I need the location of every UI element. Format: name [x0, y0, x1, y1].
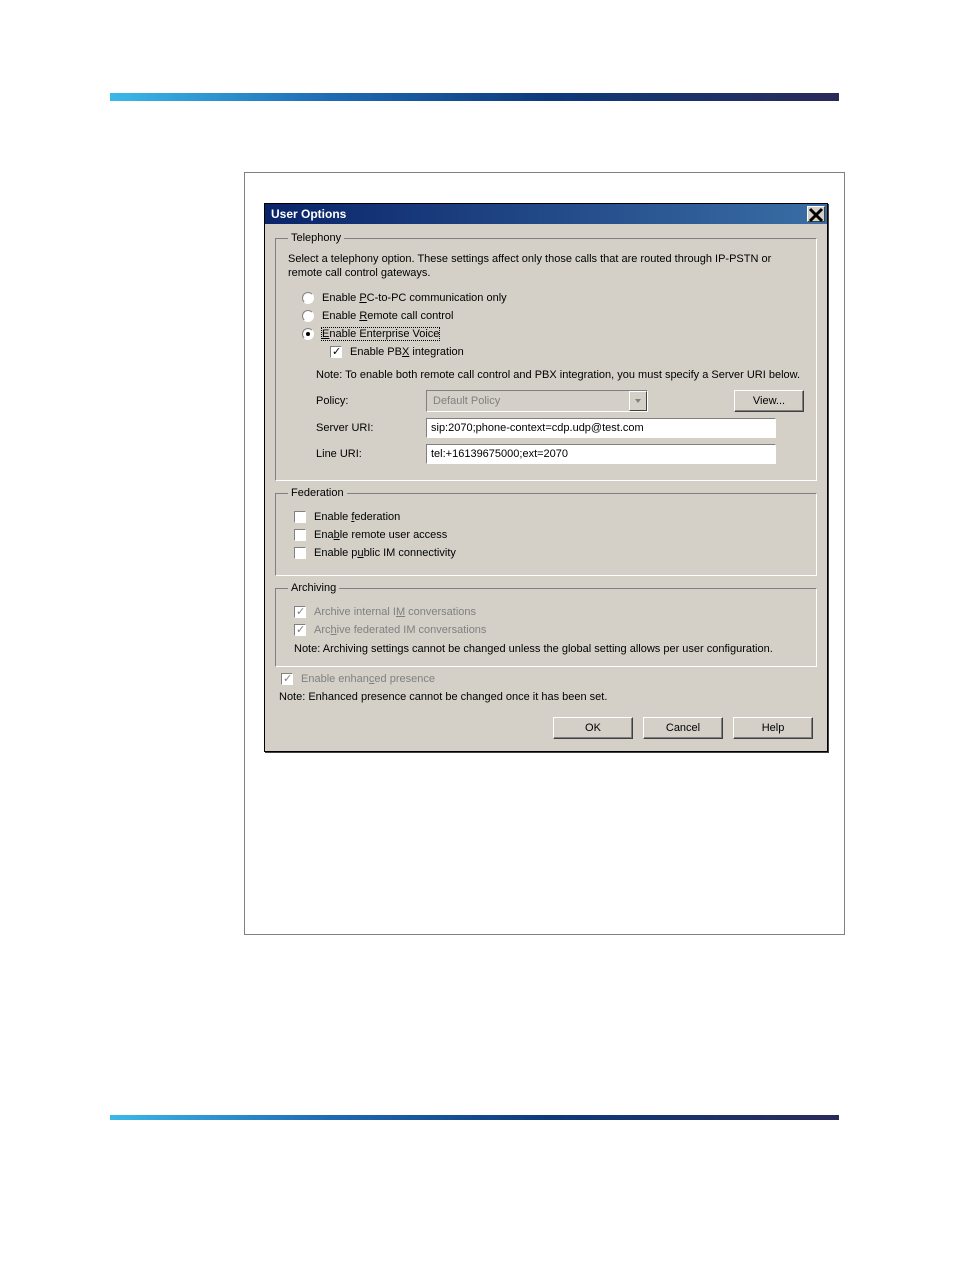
radio-remote-call-control[interactable]: [302, 310, 314, 322]
view-button[interactable]: View...: [734, 390, 804, 412]
telephony-legend: Telephony: [288, 232, 344, 244]
archiving-note: Note: Archiving settings cannot be chang…: [294, 642, 804, 656]
server-uri-row: Server URI:: [316, 418, 804, 438]
federation-group: Federation Enable federation Enable remo…: [275, 487, 817, 576]
chevron-down-icon: [629, 391, 647, 411]
checkbox-pbx-row[interactable]: Enable PBX integration: [316, 346, 804, 358]
telephony-note: Note: To enable both remote call control…: [316, 368, 804, 382]
footer-gradient-bar: [110, 1115, 839, 1120]
checkbox-enhanced-presence-row: Enable enhanced presence: [267, 673, 817, 685]
checkbox-public-im[interactable]: [294, 547, 306, 559]
radio-pc-to-pc-label: Enable PC-to-PC communication only: [322, 292, 507, 304]
checkbox-archive-internal: [294, 606, 306, 618]
policy-value: Default Policy: [427, 395, 629, 407]
checkbox-public-im-label: Enable public IM connectivity: [314, 547, 456, 559]
checkbox-archive-internal-label: Archive internal IM conversations: [314, 606, 476, 618]
checkbox-archive-federated-row: Archive federated IM conversations: [280, 624, 804, 636]
window-title: User Options: [267, 207, 807, 221]
checkbox-pbx-label: Enable PBX integration: [350, 346, 464, 358]
radio-enterprise-voice[interactable]: [302, 328, 314, 340]
line-uri-input[interactable]: [426, 444, 776, 464]
radio-remote-label: Enable Remote call control: [322, 310, 453, 322]
cancel-button[interactable]: Cancel: [643, 717, 723, 739]
archiving-group: Archiving Archive internal IM conversati…: [275, 582, 817, 667]
checkbox-public-im-row[interactable]: Enable public IM connectivity: [280, 547, 804, 559]
policy-row: Policy: Default Policy View...: [316, 390, 804, 412]
line-uri-row: Line URI:: [316, 444, 804, 464]
checkbox-archive-federated: [294, 624, 306, 636]
dialog-body: Telephony Select a telephony option. The…: [265, 224, 827, 751]
close-icon[interactable]: [807, 206, 825, 222]
help-button[interactable]: Help: [733, 717, 813, 739]
presence-note: Note: Enhanced presence cannot be change…: [279, 691, 817, 703]
policy-select: Default Policy: [426, 390, 648, 412]
checkbox-remote-access-row[interactable]: Enable remote user access: [280, 529, 804, 541]
telephony-group: Telephony Select a telephony option. The…: [275, 232, 817, 481]
line-uri-label: Line URI:: [316, 448, 426, 460]
radio-enterprise-voice-row[interactable]: Enable Enterprise Voice: [288, 328, 804, 340]
checkbox-federation-label: Enable federation: [314, 511, 400, 523]
radio-enterprise-voice-label: Enable Enterprise Voice: [322, 328, 439, 340]
radio-remote-row[interactable]: Enable Remote call control: [288, 310, 804, 322]
button-row: OK Cancel Help: [275, 711, 817, 739]
server-uri-input[interactable]: [426, 418, 776, 438]
user-options-dialog: User Options Telephony Select a telephon…: [264, 203, 828, 752]
titlebar: User Options: [265, 204, 827, 224]
checkbox-federation-row[interactable]: Enable federation: [280, 511, 804, 523]
checkbox-pbx-integration[interactable]: [330, 346, 342, 358]
radio-pc-to-pc[interactable]: [302, 292, 314, 304]
federation-legend: Federation: [288, 487, 347, 499]
checkbox-remote-access-label: Enable remote user access: [314, 529, 447, 541]
policy-label: Policy:: [316, 395, 426, 407]
checkbox-enhanced-presence: [281, 673, 293, 685]
checkbox-archive-federated-label: Archive federated IM conversations: [314, 624, 486, 636]
ok-button[interactable]: OK: [553, 717, 633, 739]
server-uri-label: Server URI:: [316, 422, 426, 434]
checkbox-remote-user-access[interactable]: [294, 529, 306, 541]
checkbox-enable-federation[interactable]: [294, 511, 306, 523]
radio-pc-to-pc-row[interactable]: Enable PC-to-PC communication only: [288, 292, 804, 304]
checkbox-enhanced-presence-label: Enable enhanced presence: [301, 673, 435, 685]
telephony-description: Select a telephony option. These setting…: [288, 252, 804, 280]
header-gradient-bar: [110, 93, 839, 101]
archiving-legend: Archiving: [288, 582, 339, 594]
checkbox-archive-internal-row: Archive internal IM conversations: [280, 606, 804, 618]
